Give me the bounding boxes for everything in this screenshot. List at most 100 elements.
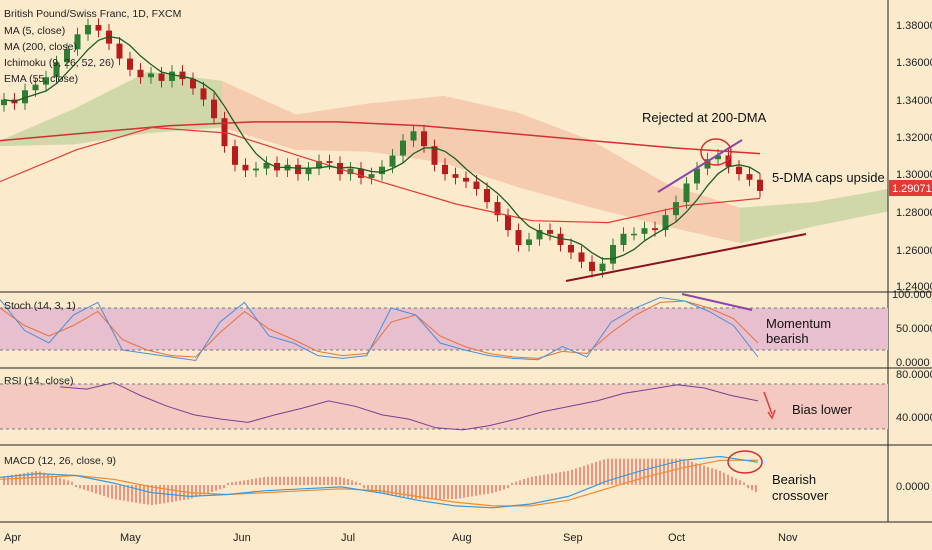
rsi-zone xyxy=(0,384,888,429)
stoch-k-line xyxy=(0,296,759,362)
candle-body xyxy=(400,140,406,156)
cloud-segment xyxy=(74,71,148,145)
candle-body xyxy=(662,215,669,231)
stoch-label: Stoch (14, 3, 1) xyxy=(4,300,76,312)
candle-body xyxy=(526,239,532,245)
macd-label: MACD (12, 26, close, 9) xyxy=(4,455,116,467)
candle-body xyxy=(421,131,427,147)
candle-body xyxy=(410,131,417,141)
candle-body xyxy=(347,168,354,175)
ma200-line xyxy=(0,121,761,155)
candle-body xyxy=(599,263,606,272)
macd-annotation-1: Bearish xyxy=(772,472,816,487)
cloud-segment xyxy=(592,140,666,227)
candle-body xyxy=(568,244,574,253)
candle-body xyxy=(148,73,154,78)
candle-body xyxy=(610,244,616,264)
price-axis[interactable]: 1.38000 1.36000 1.34000 1.32000 1.30000 … xyxy=(887,0,932,522)
candle-body xyxy=(85,25,91,35)
price-tick-8: 1.24000 xyxy=(896,281,932,293)
candle-body xyxy=(242,164,249,171)
stoch-d-line xyxy=(0,300,759,359)
candle-body xyxy=(484,189,490,203)
rsi-tick-40: 40.0000 xyxy=(896,412,932,424)
candle-body xyxy=(715,155,721,160)
time-tick-sep: Sep xyxy=(563,532,583,544)
candle-body xyxy=(232,146,238,165)
candle-body xyxy=(263,162,270,169)
rejection-trendline xyxy=(657,139,743,193)
candle-body xyxy=(64,49,70,63)
stoch-tick-0: 0.0000 xyxy=(896,357,930,369)
candle-body xyxy=(442,164,448,175)
stoch-annotation-2: bearish xyxy=(766,331,809,346)
macd-annotation-2: crossover xyxy=(772,488,829,503)
chart-title: British Pound/Swiss Franc, 1D, FXCM xyxy=(4,8,181,20)
ema55-line xyxy=(0,126,761,224)
bias-arrow xyxy=(763,391,773,415)
stoch-annotation-1: Momentum xyxy=(766,316,831,331)
time-tick-jul: Jul xyxy=(341,532,355,544)
price-tick-2: 1.36000 xyxy=(896,57,932,69)
candle-body xyxy=(221,118,228,147)
candle-body xyxy=(137,69,144,78)
candle-body xyxy=(578,252,585,262)
stochastic-pane: Stoch (14, 3, 1) Momentum bearish 100.00… xyxy=(0,289,932,369)
candle-body xyxy=(463,177,469,182)
rsi-annotation: Bias lower xyxy=(792,402,853,417)
legend: British Pound/Swiss Franc, 1D, FXCM MA (… xyxy=(4,8,181,85)
candle-body xyxy=(22,90,28,104)
candle-body xyxy=(505,215,511,231)
candle-body xyxy=(305,168,312,175)
candle-body xyxy=(515,230,522,245)
candle-body xyxy=(316,161,322,169)
candle-body xyxy=(620,233,627,245)
macd-tick-0: 0.0000 xyxy=(896,481,930,493)
candle-body xyxy=(1,99,7,106)
legend-ma200: MA (200, close) xyxy=(4,41,77,53)
candle-body xyxy=(127,58,133,70)
cloud-segment xyxy=(0,108,74,147)
price-pane: Rejected at 200-DMA 5-DMA caps upside Br… xyxy=(0,8,888,282)
stoch-tick-50: 50.0000 xyxy=(896,323,932,335)
candle-body xyxy=(116,43,123,59)
stoch-divergence-line xyxy=(681,293,753,311)
candle-body xyxy=(74,34,81,50)
macd-pane: MACD (12, 26, close, 9) Bearish crossove… xyxy=(0,450,930,509)
time-tick-jun: Jun xyxy=(233,532,251,544)
candle-body xyxy=(53,62,60,78)
cloud-segment xyxy=(740,202,814,244)
stoch-tick-100: 100.0000 xyxy=(892,289,932,301)
ma5-line xyxy=(3,35,761,260)
cloud-segment xyxy=(444,95,518,188)
time-tick-aug: Aug xyxy=(452,532,472,544)
candle-body xyxy=(179,71,186,80)
crossover-circle xyxy=(727,450,763,474)
candle-body xyxy=(200,88,207,100)
candle-body xyxy=(757,179,763,191)
candle-body xyxy=(43,77,49,85)
candle-body xyxy=(557,233,564,245)
candle-body xyxy=(169,71,175,81)
rsi-tick-80: 80.0000 xyxy=(896,369,932,381)
candle-body xyxy=(452,174,459,178)
candle-body xyxy=(158,73,165,81)
price-tick-7: 1.26000 xyxy=(896,245,932,257)
candle-body xyxy=(641,228,648,234)
time-tick-nov: Nov xyxy=(778,532,798,544)
last-price-tag xyxy=(889,180,932,196)
cloud-segment xyxy=(296,103,370,152)
candle-body xyxy=(389,155,396,167)
annotation-5dma-caps: 5-DMA caps upside xyxy=(772,170,885,185)
candle-body xyxy=(673,202,679,216)
time-tick-apr: Apr xyxy=(4,532,21,544)
price-tick-5: 1.30000 xyxy=(896,169,932,181)
time-axis[interactable]: Apr May Jun Jul Aug Sep Oct Nov xyxy=(4,532,798,544)
rsi-label: RSI (14, close) xyxy=(4,375,73,387)
legend-ichimoku: Ichimoku (9, 26, 52, 26) xyxy=(4,57,114,69)
candle-body xyxy=(379,166,385,175)
time-tick-may: May xyxy=(120,532,141,544)
candle-body xyxy=(589,261,595,272)
candle-body xyxy=(631,233,637,236)
price-tick-3: 1.34000 xyxy=(896,95,932,107)
